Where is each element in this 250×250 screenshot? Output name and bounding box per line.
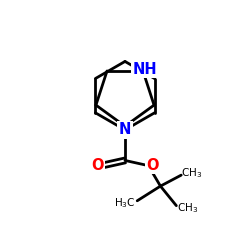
Text: CH$_3$: CH$_3$ (181, 166, 202, 180)
Text: H$_3$C: H$_3$C (114, 196, 136, 210)
Text: N: N (119, 122, 131, 138)
Text: CH$_3$: CH$_3$ (177, 201, 198, 215)
Text: O: O (91, 158, 104, 173)
Text: NH: NH (132, 62, 157, 77)
Circle shape (120, 91, 130, 101)
Text: O: O (146, 158, 159, 173)
